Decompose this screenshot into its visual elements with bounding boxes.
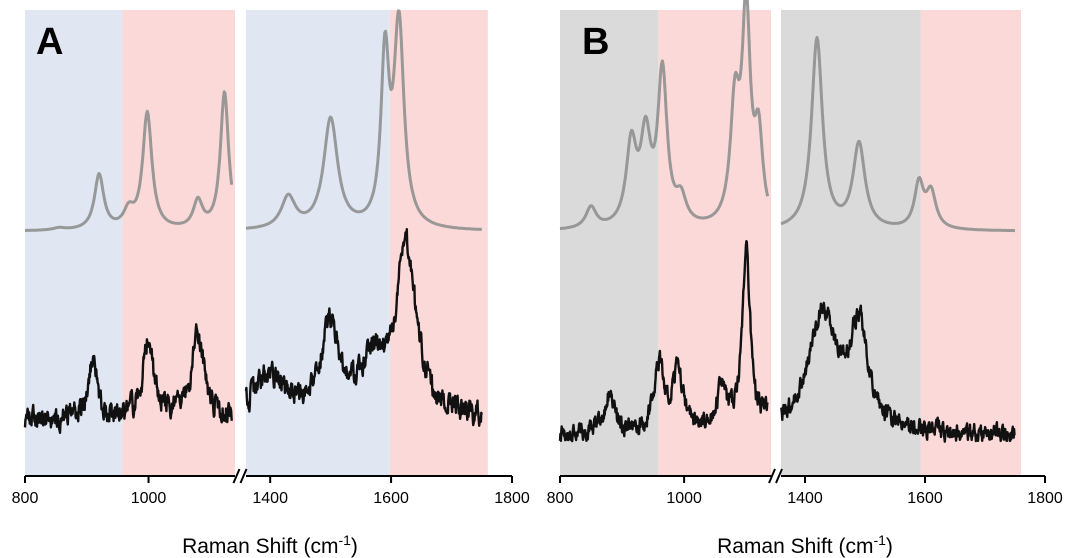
break-mark-0 — [232, 468, 241, 484]
measured-spectrum-seg-0 — [23, 323, 233, 434]
measured-spectrum-seg-1 — [780, 301, 1016, 443]
tick-label-3: 1600 — [907, 490, 943, 507]
panel-a: 800 1000 1400 1600 1800 A Raman Shift (cm-1) — [12, 9, 530, 558]
tick-label-3: 1600 — [373, 490, 409, 507]
panel-b: 800 1000 1400 1600 1800 B Raman Shift (cm-1) — [547, 0, 1063, 558]
panel-a-label: A — [36, 21, 63, 63]
panel-a-axis-break — [232, 468, 248, 484]
measured-spectrum-seg-0 — [558, 240, 769, 443]
panel-b-ticks: 800 1000 1400 1600 1800 — [547, 476, 1063, 507]
reference-spectrum-seg-1 — [780, 36, 1016, 233]
tick-label-4: 1800 — [494, 490, 530, 507]
tick-label-2: 1400 — [787, 490, 823, 507]
panel-b-series — [558, 0, 1016, 443]
panel-a-regions — [25, 10, 488, 476]
panel-a-x-axis-label: Raman Shift (cm-1) — [182, 532, 358, 558]
region-0 — [560, 10, 659, 476]
region-0 — [25, 10, 123, 476]
tick-label-0: 800 — [547, 490, 574, 507]
region-2 — [246, 10, 390, 476]
tick-label-0: 800 — [12, 490, 39, 507]
break-mark-1 — [775, 468, 783, 484]
panel-b-x-axis-label: Raman Shift (cm-1) — [717, 532, 893, 558]
tick-label-4: 1800 — [1027, 490, 1063, 507]
break-mark-1 — [239, 468, 248, 484]
panel-b-axis-break — [768, 468, 783, 484]
measured-spectrum-seg-1 — [244, 228, 483, 427]
panel-a-ticks: 800 1000 1400 1600 1800 — [12, 476, 530, 507]
region-3 — [920, 10, 1021, 476]
reference-spectrum-seg-1 — [245, 9, 483, 231]
panel-a-series — [23, 9, 483, 434]
tick-label-1: 1000 — [131, 490, 167, 507]
panel-b-label: B — [582, 21, 609, 63]
break-mark-0 — [768, 468, 776, 484]
tick-label-1: 1000 — [666, 490, 702, 507]
reference-spectrum-seg-0 — [24, 90, 234, 232]
region-2 — [781, 10, 921, 476]
tick-label-2: 1400 — [252, 490, 288, 507]
region-1 — [658, 10, 771, 476]
reference-spectrum-seg-0 — [559, 0, 770, 231]
